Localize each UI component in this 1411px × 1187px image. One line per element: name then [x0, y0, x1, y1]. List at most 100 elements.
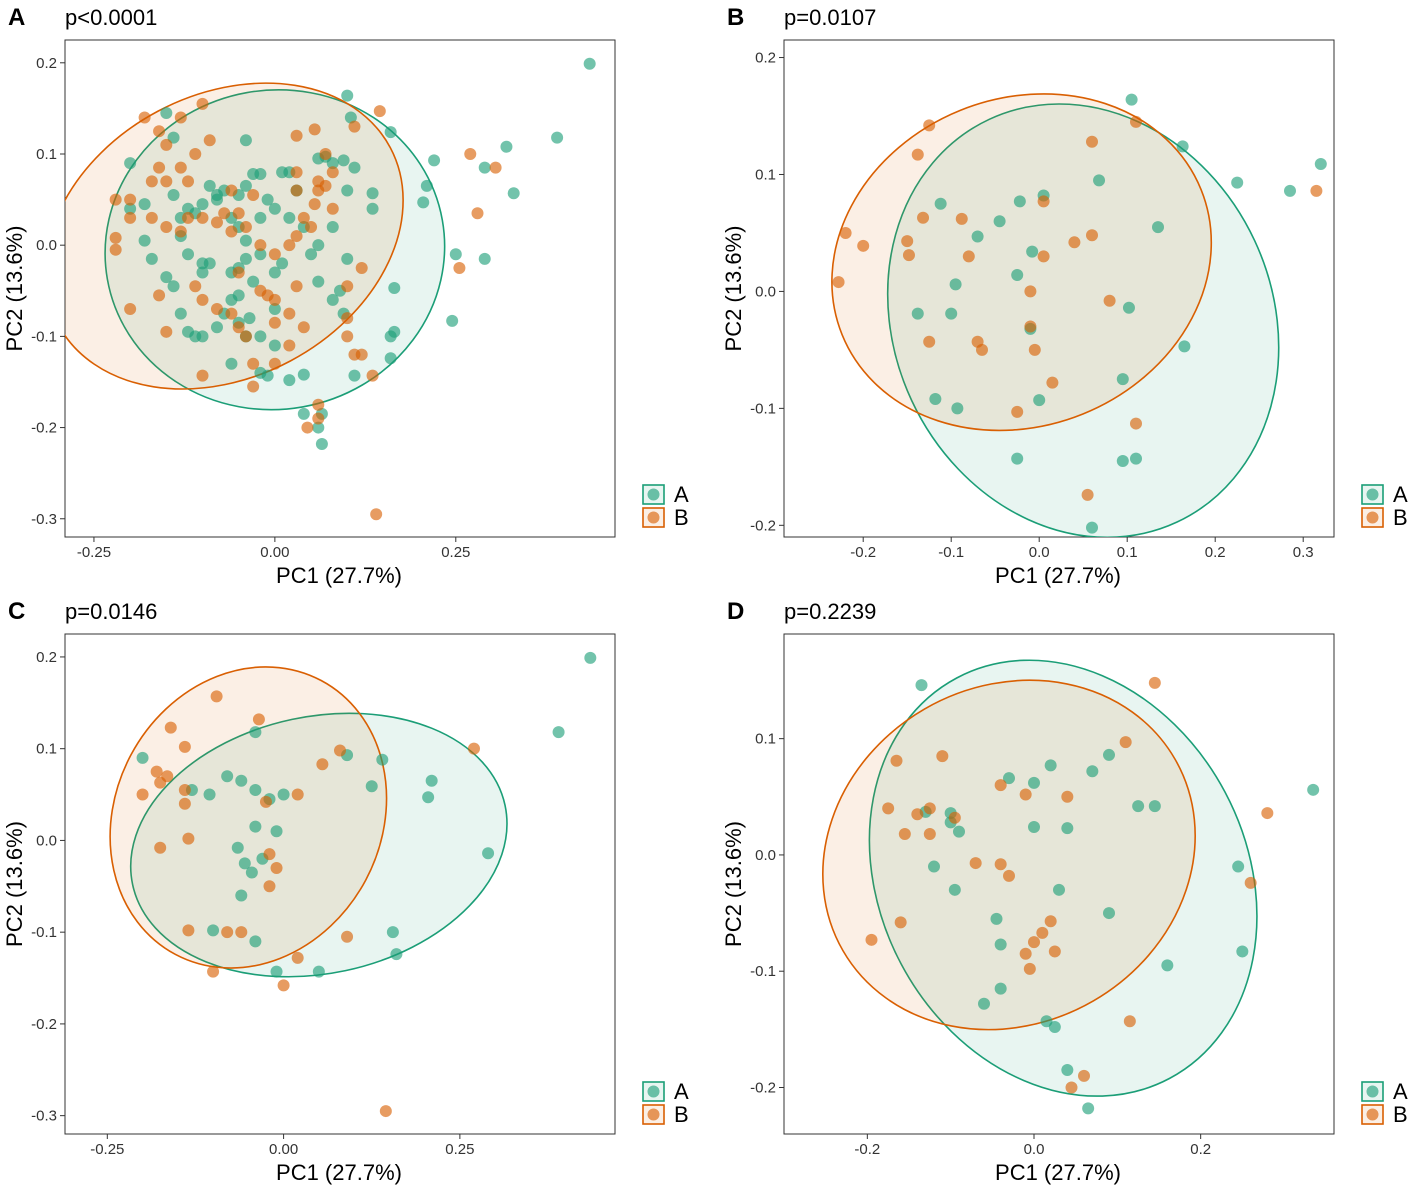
point-group-a: [1013, 195, 1026, 208]
point-group-b: [923, 802, 936, 815]
point-group-b: [923, 335, 936, 348]
point-group-a: [341, 252, 354, 265]
point-group-b: [196, 211, 209, 224]
point-group-b: [1028, 343, 1041, 356]
point-group-b: [239, 220, 252, 233]
point-group-b: [319, 179, 332, 192]
legend: AB: [642, 482, 689, 530]
point-group-b: [911, 148, 924, 161]
legend-key-point: [1366, 1108, 1379, 1121]
legend-item-a: A: [642, 1079, 689, 1104]
point-group-a: [949, 278, 962, 291]
x-axis-label: PC1 (27.7%): [276, 1160, 402, 1185]
point-group-a: [174, 307, 187, 320]
y-tick-label: -0.2: [750, 517, 776, 534]
point-group-b: [263, 880, 276, 893]
point-group-b: [1048, 945, 1061, 958]
point-group-b: [341, 330, 354, 343]
point-group-a: [384, 330, 397, 343]
point-group-a: [978, 997, 990, 1010]
point-group-b: [247, 380, 260, 393]
legend-item-a: A: [642, 482, 689, 507]
x-tick-label: -0.25: [77, 544, 111, 561]
point-group-b: [153, 161, 166, 174]
point-group-a: [1028, 821, 1040, 834]
y-tick-label: -0.2: [31, 1016, 57, 1033]
point-group-a: [1086, 765, 1099, 778]
plot-area: [822, 659, 1320, 1115]
point-group-a: [971, 230, 984, 243]
point-group-a: [384, 126, 397, 139]
point-group-a: [268, 266, 281, 279]
point-group-b: [124, 211, 137, 224]
point-group-b: [1103, 294, 1116, 307]
point-group-b: [1086, 135, 1098, 148]
x-axis-label: PC1 (27.7%): [276, 563, 402, 588]
point-group-b: [210, 216, 223, 229]
point-group-b: [1119, 736, 1132, 749]
point-group-b: [290, 129, 303, 142]
panel-letter: A: [8, 4, 25, 31]
point-group-b: [994, 858, 1007, 871]
point-group-b: [203, 134, 216, 147]
point-group-b: [150, 765, 163, 778]
point-group-a: [1148, 800, 1161, 813]
point-group-a: [1232, 860, 1245, 873]
legend-item-b: B: [642, 1102, 689, 1127]
point-group-a: [348, 369, 361, 382]
point-group-b: [218, 207, 231, 220]
point-group-a: [167, 189, 180, 202]
point-group-b: [268, 316, 281, 329]
point-group-b: [174, 111, 187, 124]
point-group-b: [160, 175, 173, 188]
point-group-a: [270, 965, 283, 978]
point-group-a: [196, 266, 209, 279]
point-group-a: [366, 187, 379, 200]
legend-label: A: [674, 482, 689, 507]
legend-key-point: [647, 511, 660, 524]
point-group-b: [936, 750, 949, 763]
point-group-a: [312, 421, 325, 434]
point-group-a: [929, 393, 942, 406]
legend-label: B: [674, 505, 689, 530]
plot-frame: [783, 39, 1335, 538]
plot-area: [109, 651, 597, 1118]
y-axis-label: PC2 (13.6%): [721, 226, 746, 352]
point-group-b: [270, 861, 283, 874]
x-tick-label: 0.00: [260, 544, 289, 561]
point-group-a: [386, 926, 399, 939]
point-group-a: [261, 369, 274, 382]
point-group-b: [341, 280, 354, 293]
x-tick-label: 0.1: [1117, 544, 1138, 561]
point-group-a: [276, 166, 289, 179]
point-group-b: [348, 120, 361, 133]
point-group-b: [305, 220, 318, 233]
point-group-b: [232, 321, 245, 334]
x-tick-label: 0.00: [269, 1141, 298, 1158]
point-group-a: [507, 187, 520, 200]
point-group-a: [203, 257, 216, 270]
point-group-a: [1103, 748, 1115, 761]
point-group-b: [1003, 869, 1015, 882]
ellipse-group-a: [886, 103, 1280, 537]
point-group-b: [283, 339, 296, 352]
point-group-b: [160, 325, 173, 338]
point-group-b: [124, 193, 137, 206]
legend-key-point: [1366, 488, 1379, 501]
point-group-b: [164, 721, 177, 734]
point-group-a: [1082, 1102, 1095, 1115]
point-group-a: [283, 374, 296, 387]
point-group-b: [297, 321, 310, 334]
legend-item-b: B: [642, 505, 689, 530]
panel-title: p=0.2239: [784, 599, 876, 624]
point-group-b: [1310, 184, 1323, 197]
point-group-b: [373, 105, 386, 118]
x-axis-label: PC1 (27.7%): [995, 1160, 1121, 1185]
point-group-b: [268, 248, 281, 261]
point-group-a: [1122, 301, 1135, 314]
point-group-a: [254, 211, 267, 224]
point-group-a: [1086, 521, 1098, 534]
point-group-b: [467, 742, 480, 755]
point-group-b: [1024, 285, 1037, 298]
x-tick-label: -0.2: [850, 544, 876, 561]
